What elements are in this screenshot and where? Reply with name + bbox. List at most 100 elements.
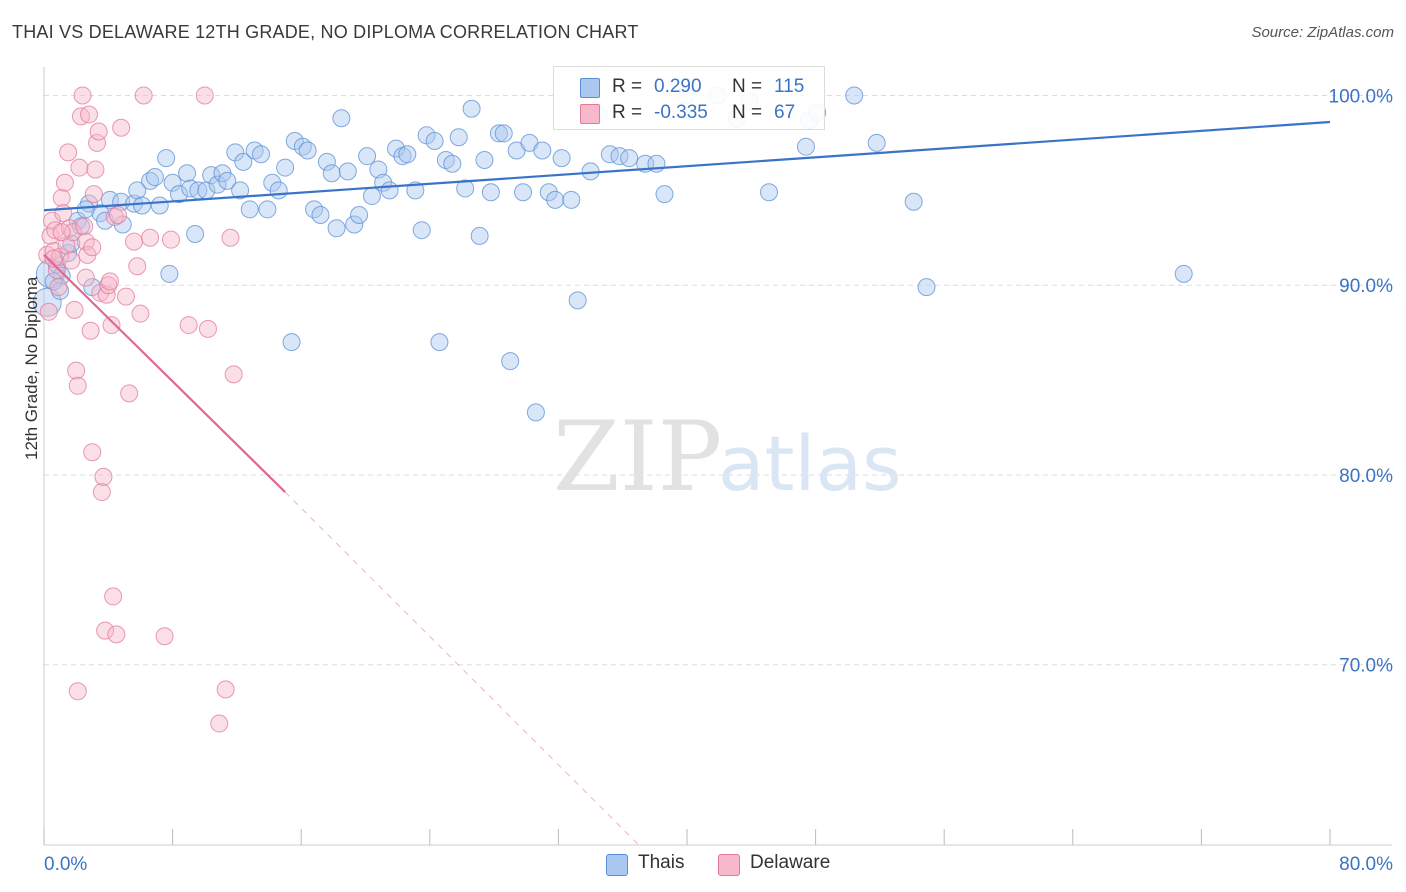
- delaware-point-31: [89, 122, 108, 141]
- delaware-point-61: [39, 302, 58, 321]
- delaware-point-17: [67, 361, 86, 380]
- thais-point-103: [796, 137, 815, 156]
- thais-point-107: [867, 133, 886, 152]
- delaware-point-57: [210, 714, 229, 733]
- delaware-point-25: [80, 105, 99, 124]
- watermark-atlas-text: atlas: [718, 419, 902, 508]
- y-axis-title: 12th Grade, No Diploma: [22, 276, 41, 460]
- delaware-point-27: [83, 443, 102, 462]
- delaware-point-34: [94, 467, 113, 486]
- thais-point-46: [298, 141, 317, 160]
- delaware-point-64: [68, 682, 87, 701]
- thais-point-75: [475, 150, 494, 169]
- thais-point-61: [387, 139, 406, 158]
- legend-row-thais: R = 0.290 N = 115: [554, 75, 824, 101]
- thais-point-49: [317, 152, 336, 171]
- thais-point-60: [380, 181, 399, 200]
- thais-point-29: [202, 166, 221, 185]
- delaware-point-62: [44, 249, 63, 268]
- delaware-point-8: [52, 188, 71, 207]
- thais-point-22: [163, 173, 182, 192]
- thais-point-40: [263, 173, 282, 192]
- thais-point-88: [562, 190, 581, 209]
- source-label: Source: ZipAtlas.com: [1251, 24, 1394, 41]
- delaware-point-66: [83, 238, 102, 257]
- thais-point-16: [133, 196, 152, 215]
- thais-legend-label: Thais: [638, 852, 685, 873]
- thais-point-78: [494, 124, 513, 143]
- thais-point-11: [100, 190, 119, 209]
- delaware-r-label: R =: [612, 102, 643, 123]
- thais-point-48: [311, 206, 330, 225]
- thais-point-20: [157, 149, 176, 168]
- thais-point-85: [539, 183, 558, 202]
- trend-lines: [43, 120, 1331, 846]
- thais-point-70: [443, 154, 462, 173]
- thais-point-106: [845, 86, 864, 105]
- thais-point-54: [345, 215, 364, 234]
- axes: [43, 67, 1392, 846]
- thais-r-label: R =: [612, 76, 643, 97]
- thais-point-35: [234, 152, 253, 171]
- delaware-point-39: [102, 316, 121, 335]
- thais-point-81: [514, 183, 533, 202]
- legend-row-delaware: R = -0.335 N = 67: [554, 101, 824, 127]
- delaware-point-40: [104, 587, 123, 606]
- delaware-point-51: [141, 228, 160, 247]
- thais-point-55: [350, 206, 369, 225]
- chart-title: THAI VS DELAWARE 12TH GRADE, NO DIPLOMA …: [12, 22, 639, 42]
- delaware-point-45: [116, 287, 135, 306]
- thais-point-57: [362, 187, 381, 206]
- delaware-point-56: [198, 319, 217, 338]
- thais-n-value: 115: [774, 76, 805, 97]
- delaware-point-28: [84, 185, 103, 204]
- delaware-point-65: [76, 268, 95, 287]
- thais-point-51: [327, 219, 346, 238]
- delaware-trend-extension: [284, 491, 640, 846]
- delaware-point-10: [55, 173, 74, 192]
- delaware-point-29: [86, 160, 105, 179]
- thais-n-label: N =: [732, 76, 763, 97]
- thais-point-74: [470, 226, 489, 245]
- thais-point-94: [620, 149, 639, 168]
- delaware-point-59: [221, 228, 240, 247]
- thais-point-87: [552, 149, 571, 168]
- thais-point-67: [425, 132, 444, 151]
- thais-point-23: [170, 185, 189, 204]
- thais-point-26: [186, 224, 205, 243]
- thais-swatch-icon: [580, 78, 600, 98]
- delaware-point-18: [68, 376, 87, 395]
- thais-point-72: [456, 179, 475, 198]
- delaware-point-47: [125, 232, 144, 251]
- thais-point-43: [282, 333, 301, 352]
- thais-point-52: [332, 109, 351, 128]
- delaware-r-value: -0.335: [654, 102, 708, 123]
- delaware-point-16: [65, 300, 84, 319]
- delaware-point-52: [155, 627, 174, 646]
- thais-point-73: [462, 99, 481, 118]
- delaware-point-4: [46, 221, 65, 240]
- thais-point-77: [489, 124, 508, 143]
- tick-labels: 100.0% 90.0% 80.0% 70.0% 0.0% 80.0%: [44, 86, 1393, 875]
- thais-trend-line: [43, 120, 1331, 212]
- y-tick-label-3: 70.0%: [1339, 656, 1393, 677]
- delaware-point-14: [62, 251, 81, 270]
- thais-point-97: [655, 185, 674, 204]
- delaware-point-33: [92, 483, 111, 502]
- delaware-point-42: [107, 625, 126, 644]
- y-tick-label-2: 80.0%: [1339, 466, 1393, 487]
- delaware-point-35: [96, 621, 115, 640]
- thais-point-63: [398, 145, 417, 164]
- delaware-point-21: [73, 86, 92, 105]
- thais-point-19: [150, 196, 169, 215]
- delaware-point-30: [88, 133, 107, 152]
- thais-point-108: [904, 192, 923, 211]
- delaware-point-7: [51, 247, 70, 266]
- thais-point-56: [358, 147, 377, 166]
- thais-r-value: 0.290: [654, 76, 702, 97]
- delaware-point-48: [128, 257, 147, 276]
- delaware-legend-icon: [718, 854, 740, 876]
- thais-point-24: [178, 164, 197, 183]
- thais-point-65: [412, 221, 431, 240]
